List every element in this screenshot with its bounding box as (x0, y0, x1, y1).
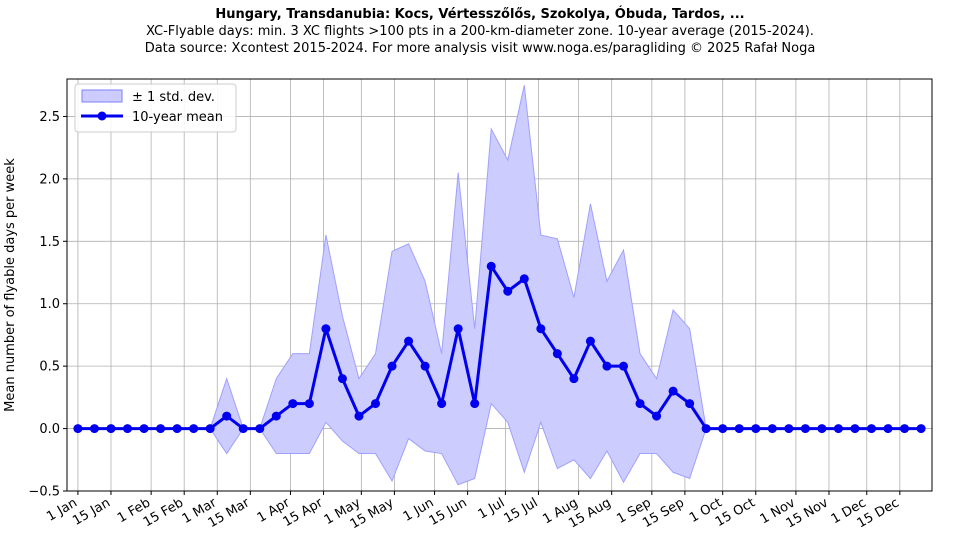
mean-point (585, 336, 595, 346)
y-tick-label: 2.0 (39, 172, 60, 187)
legend-mean-label: 10-year mean (132, 110, 223, 125)
mean-point (404, 336, 414, 346)
std-band-layer (77, 85, 922, 486)
mean-point (701, 424, 711, 434)
mean-point (718, 424, 728, 434)
y-tick-label: 2.5 (39, 110, 60, 125)
mean-point (453, 324, 463, 334)
mean-point (833, 424, 843, 434)
mean-point (321, 324, 331, 334)
mean-point (238, 424, 248, 434)
mean-point (866, 424, 876, 434)
mean-point (205, 424, 215, 434)
mean-point (503, 286, 513, 296)
mean-point (172, 424, 182, 434)
mean-point (470, 399, 480, 409)
x-tick-label: 15 Jul (501, 495, 540, 526)
mean-point (123, 424, 133, 434)
y-tick-label: −0.5 (28, 485, 60, 500)
plot-frame (66, 78, 933, 492)
y-tick-label: 1.0 (39, 297, 60, 312)
mean-point (437, 399, 447, 409)
mean-point (486, 261, 496, 271)
mean-point (222, 411, 232, 421)
x-tick-label: 15 Jun (427, 495, 470, 528)
mean-point (552, 349, 562, 359)
mean-point (767, 424, 777, 434)
mean-point (800, 424, 810, 434)
mean-point (916, 424, 926, 434)
mean-point (271, 411, 281, 421)
chart-subtitle: XC-Flyable days: min. 3 XC flights >100 … (146, 24, 814, 39)
mean-point (139, 424, 149, 434)
std-band (77, 85, 922, 486)
chart-titles: Hungary, Transdanubia: Kocs, Vértesszőlő… (0, 6, 960, 57)
y-axis-label: Mean number of flyable days per week (3, 158, 18, 412)
mean-point (255, 424, 265, 434)
mean-line-layer (73, 261, 926, 434)
mean-point (304, 399, 314, 409)
mean-point (635, 399, 645, 409)
mean-point (420, 361, 430, 371)
legend-band-label: ± 1 std. dev. (132, 90, 215, 105)
mean-point (519, 274, 529, 284)
y-tick-label: 1.5 (39, 235, 60, 250)
y-tick-label: 0.5 (39, 360, 60, 375)
x-tick-label: 1 Jul (476, 495, 508, 522)
mean-point (337, 374, 347, 384)
mean-point (850, 424, 860, 434)
mean-point (189, 424, 199, 434)
mean-point (900, 424, 910, 434)
mean-point (751, 424, 761, 434)
mean-point (387, 361, 397, 371)
mean-point (354, 411, 364, 421)
legend-band-swatch (81, 89, 123, 103)
chart-source-note: Data source: Xcontest 2015-2024. For mor… (144, 41, 816, 56)
legend: ± 1 std. dev. 10-year mean (74, 83, 237, 133)
mean-point (106, 424, 116, 434)
mean-point (371, 399, 381, 409)
mean-point (602, 361, 612, 371)
chart-title: Hungary, Transdanubia: Kocs, Vértesszőlő… (215, 7, 745, 22)
mean-point (288, 399, 298, 409)
x-tick-label: 15 Jan (70, 495, 113, 528)
mean-point (73, 424, 83, 434)
mean-point (618, 361, 628, 371)
legend-marker-swatch (97, 111, 107, 121)
mean-point (652, 411, 662, 421)
mean-point (734, 424, 744, 434)
mean-point (569, 374, 579, 384)
y-tick-label: 0.0 (39, 422, 60, 437)
mean-point (685, 399, 695, 409)
mean-point (89, 424, 99, 434)
mean-point (883, 424, 893, 434)
mean-line (77, 264, 922, 431)
mean-point (817, 424, 827, 434)
mean-point (668, 386, 678, 396)
mean-point (156, 424, 166, 434)
mean-point (784, 424, 794, 434)
mean-point (536, 324, 546, 334)
